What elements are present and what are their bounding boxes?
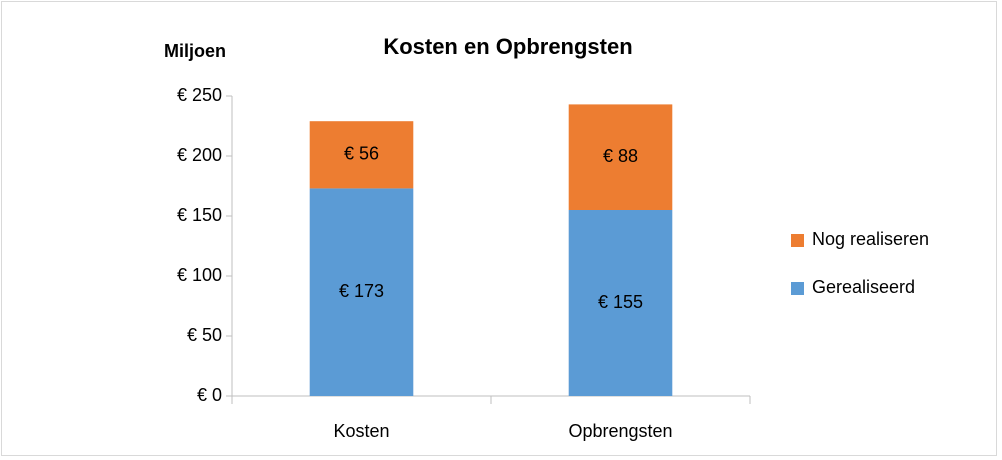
legend-label: Gerealiseerd [812, 277, 915, 297]
y-tick-label: € 100 [177, 265, 222, 285]
y-axis-label: Miljoen [164, 41, 226, 61]
y-tick-label: € 150 [177, 205, 222, 225]
y-tick-label: € 50 [187, 325, 222, 345]
y-tick-label: € 250 [177, 85, 222, 105]
value-label: € 88 [603, 146, 638, 166]
value-label: € 155 [598, 292, 643, 312]
value-label: € 173 [339, 281, 384, 301]
y-tick-label: € 0 [197, 385, 222, 405]
bar-segment [568, 104, 673, 210]
chart-title: Kosten en Opbrengsten [383, 34, 632, 59]
bar-segment [309, 188, 414, 396]
legend-swatch [791, 282, 804, 295]
value-label: € 56 [344, 144, 379, 164]
legend-label: Nog realiseren [812, 229, 929, 249]
legend-swatch [791, 234, 804, 247]
x-tick-label: Opbrengsten [568, 421, 672, 441]
x-tick-label: Kosten [333, 421, 389, 441]
bar-segment [568, 210, 673, 396]
bar-segment [309, 121, 414, 189]
y-tick-label: € 200 [177, 145, 222, 165]
